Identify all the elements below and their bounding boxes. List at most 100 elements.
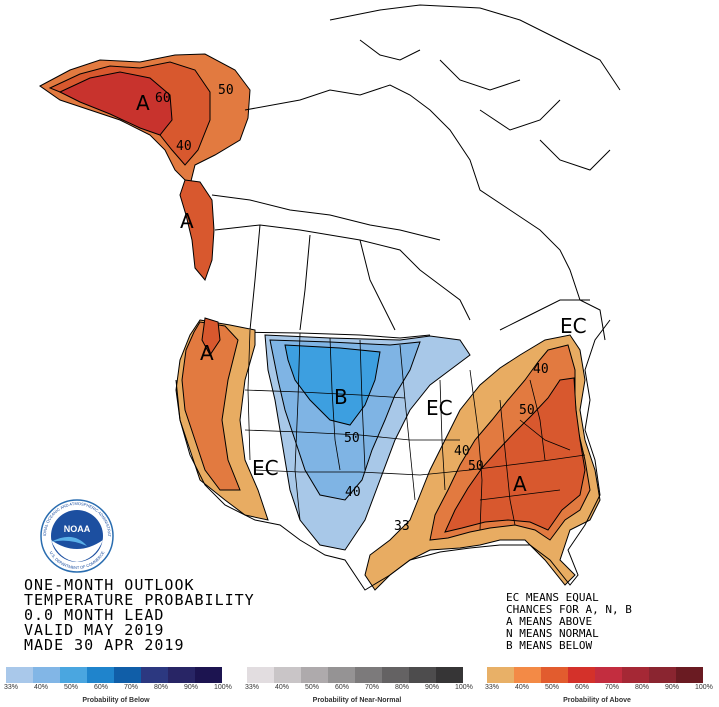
scale-below-tick: 80% <box>154 684 169 691</box>
alaska-label-50: 50 <box>218 83 234 98</box>
title-line-5: MADE 30 APR 2019 <box>24 636 185 654</box>
scale-above-tick: 50% <box>545 684 560 691</box>
scale-above-swatch <box>595 667 622 683</box>
scale-above-swatch <box>676 667 703 683</box>
canada-outline <box>211 4 621 341</box>
state-outlines <box>244 329 586 531</box>
scale-below-tick: 90% <box>184 684 199 691</box>
scale-below-swatch <box>195 667 222 683</box>
central-label-40: 40 <box>345 485 361 500</box>
scale-below-swatch <box>87 667 114 683</box>
scale-above-swatch <box>649 667 676 683</box>
scale-normal-ticks: 33% 40% 50% 60% 70% 80% 90% 100% <box>245 683 473 693</box>
scale-below-tick: 40% <box>34 684 49 691</box>
scale-normal-tick: 90% <box>425 684 440 691</box>
scale-normal-swatch <box>409 667 436 683</box>
scale-below-swatch <box>60 667 87 683</box>
scale-below-swatch <box>141 667 168 683</box>
east-label-40-ne: 40 <box>533 362 549 377</box>
title-line-3: 0.0 MONTH LEAD <box>24 606 165 624</box>
scale-normal-tick: 33% <box>245 684 260 691</box>
scale-below-swatch <box>168 667 195 683</box>
panhandle-label-a: A <box>180 209 194 233</box>
legend-note-2: CHANCES FOR A, N, B <box>506 603 632 616</box>
scale-above-swatch <box>622 667 649 683</box>
scale-above-bar <box>487 667 703 683</box>
scale-below-swatch <box>6 667 33 683</box>
legend-notes: EC MEANS EQUAL CHANCES FOR A, N, B A MEA… <box>506 592 632 652</box>
southeast-label-a: A <box>513 472 527 496</box>
title-line-1: ONE-MONTH OUTLOOK <box>24 576 195 594</box>
scale-normal-tick: 80% <box>395 684 410 691</box>
scale-normal-swatch <box>247 667 274 683</box>
alaska-region <box>39 53 251 281</box>
legend-note-1: EC MEANS EQUAL <box>506 591 599 604</box>
east-label-40-mid: 40 <box>454 444 470 459</box>
west-above-40 <box>181 321 241 491</box>
scale-normal-tick: 100% <box>455 684 473 691</box>
map-labels: A 60 50 40 A A EC B 50 40 EC EC 40 50 40… <box>136 83 587 534</box>
scale-below-tick: 100% <box>214 684 232 691</box>
alaska-above-60 <box>58 71 173 136</box>
east-label-50-mid: 50 <box>468 459 484 474</box>
noaa-logo-text: NOAA <box>64 524 91 534</box>
scale-normal-swatch <box>436 667 463 683</box>
scale-normal-bar <box>247 667 463 683</box>
outlook-map: A 60 50 40 A A EC B 50 40 EC EC 40 50 40… <box>39 4 621 591</box>
panhandle-above <box>179 179 215 281</box>
scale-normal-tick: 40% <box>275 684 290 691</box>
scale-normal: 33% 40% 50% 60% 70% 80% 90% 100% Probability of… <box>245 667 473 704</box>
scale-above-tick: 80% <box>635 684 650 691</box>
texas-label-33: 33 <box>394 519 410 534</box>
outlook-title: ONE-MONTH OUTLOOK TEMPERATURE PROBABILIT… <box>24 578 255 653</box>
legend-note-5: B MEANS BELOW <box>506 639 593 652</box>
central-label-50: 50 <box>344 431 360 446</box>
scale-normal-swatch <box>355 667 382 683</box>
title-line-2: TEMPERATURE PROBABILITY <box>24 591 255 609</box>
scale-below-bar <box>6 667 222 683</box>
west-above-50 <box>201 317 221 356</box>
scale-above-tick: 33% <box>485 684 500 691</box>
scale-above-swatch <box>568 667 595 683</box>
alaska-label-40: 40 <box>176 139 192 154</box>
scale-normal-swatch <box>382 667 409 683</box>
scale-below-ticks: 33% 40% 50% 60% 70% 80% 90% 100% <box>4 683 232 693</box>
scale-below-tick: 70% <box>124 684 139 691</box>
scale-above: 33% 40% 50% 60% 70% 80% 90% 100% Probability of… <box>485 667 713 704</box>
title-line-4: VALID MAY 2019 <box>24 621 165 639</box>
scale-above-tick: 70% <box>605 684 620 691</box>
east-region <box>364 334 601 591</box>
scale-above-swatch <box>487 667 514 683</box>
east-label-50-ne: 50 <box>519 403 535 418</box>
legend-note-3: A MEANS ABOVE <box>506 615 593 628</box>
scale-above-swatch <box>514 667 541 683</box>
alaska-label-60: 60 <box>155 91 171 106</box>
scale-below-swatch <box>114 667 141 683</box>
central-region <box>264 334 471 551</box>
scale-below-caption: Probability of Below <box>82 697 150 704</box>
scale-normal-swatch <box>301 667 328 683</box>
scale-normal-caption: Probability of Near-Normal <box>312 697 402 704</box>
west-region <box>175 317 269 521</box>
scale-below: 33% 40% 50% 60% 70% 80% 90% 100% Probability of… <box>4 667 232 704</box>
scale-normal-tick: 70% <box>365 684 380 691</box>
west-label-ec: EC <box>252 456 279 480</box>
scale-below-tick: 33% <box>4 684 19 691</box>
scale-above-ticks: 33% 40% 50% 60% 70% 80% 90% 100% <box>485 683 713 693</box>
scale-above-swatch <box>541 667 568 683</box>
west-label-a: A <box>200 341 214 365</box>
noaa-logo: NOAA NATIONAL OCEANIC AND ATMOSPHERIC AD… <box>40 499 114 573</box>
scale-above-tick: 60% <box>575 684 590 691</box>
scale-above-caption: Probability of Above <box>563 697 631 704</box>
new-england-label-ec: EC <box>560 314 587 338</box>
east-above-50 <box>444 377 586 533</box>
scale-below-tick: 60% <box>94 684 109 691</box>
scale-above-tick: 100% <box>695 684 713 691</box>
scale-above-tick: 40% <box>515 684 530 691</box>
alaska-label-a: A <box>136 91 150 115</box>
scale-normal-tick: 50% <box>305 684 320 691</box>
scale-normal-swatch <box>274 667 301 683</box>
scale-normal-tick: 60% <box>335 684 350 691</box>
central-label-b: B <box>334 385 348 409</box>
scale-below-tick: 50% <box>64 684 79 691</box>
